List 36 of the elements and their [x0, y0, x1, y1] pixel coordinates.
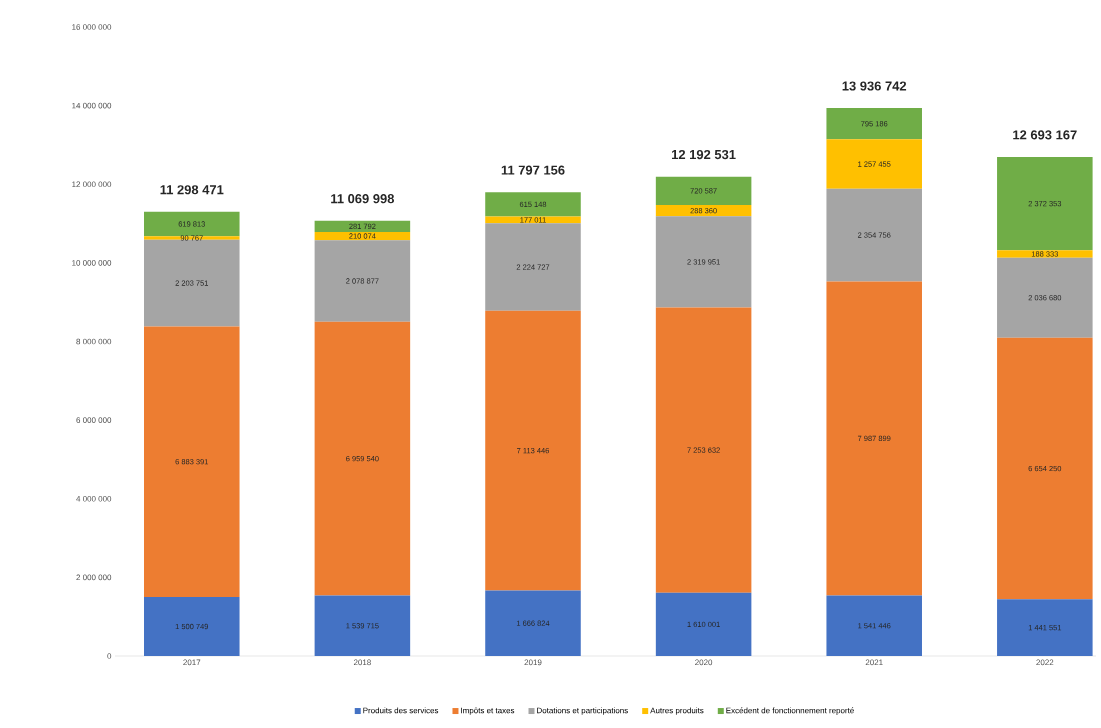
bar [997, 250, 1093, 258]
bar [655, 592, 752, 656]
bar [144, 597, 240, 656]
bar [997, 157, 1093, 251]
bar [314, 231, 411, 241]
bar [144, 236, 240, 240]
bar [485, 223, 581, 311]
total-label: 12 192 531 [672, 149, 736, 160]
bar [485, 590, 581, 656]
bar [485, 192, 581, 217]
bar [485, 216, 581, 224]
bar [826, 281, 922, 596]
total-label: 11 298 471 [160, 185, 224, 195]
total-label: 13 936 742 [842, 81, 907, 91]
bar [314, 240, 411, 322]
bar [997, 257, 1093, 338]
bar [314, 321, 411, 596]
bar [655, 307, 752, 593]
bar [826, 595, 922, 656]
bar [997, 599, 1093, 656]
bar [144, 326, 240, 597]
bar [485, 310, 581, 591]
bar [997, 337, 1093, 600]
bar [826, 139, 922, 189]
bar [144, 211, 240, 237]
bar [826, 108, 922, 140]
bar [314, 595, 411, 656]
bar [314, 220, 411, 232]
total-label: 11 069 998 [331, 194, 395, 204]
bar [655, 216, 752, 308]
total-label: 12 693 167 [1013, 130, 1077, 140]
bar [144, 239, 240, 327]
total-label: 11 797 156 [501, 165, 565, 175]
bar [655, 205, 752, 217]
bar [655, 176, 752, 205]
bar [826, 188, 922, 282]
